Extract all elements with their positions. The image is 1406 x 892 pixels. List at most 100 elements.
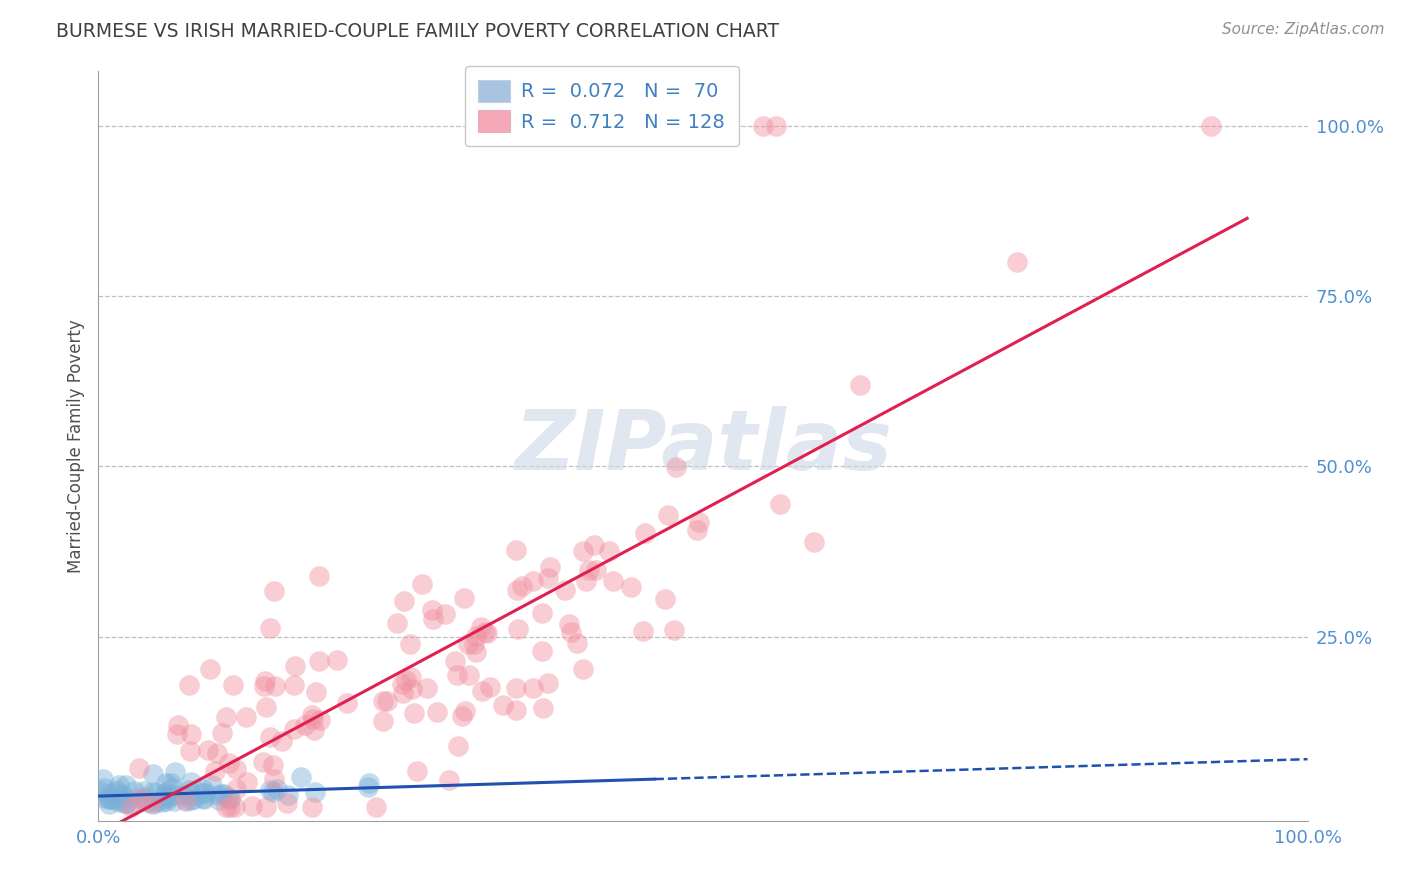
- Point: [215, 800, 238, 814]
- Point: [454, 704, 477, 718]
- Point: [444, 654, 467, 668]
- Point: [132, 789, 155, 804]
- Point: [522, 574, 544, 588]
- Point: [276, 796, 298, 810]
- Point: [302, 723, 325, 737]
- Point: [685, 523, 707, 537]
- Y-axis label: Married-Couple Family Poverty: Married-Couple Family Poverty: [66, 319, 84, 573]
- Point: [266, 781, 288, 796]
- Point: [162, 780, 184, 795]
- Point: [290, 770, 312, 784]
- Point: [371, 714, 394, 728]
- Point: [120, 800, 142, 814]
- Point: [457, 637, 479, 651]
- Point: [401, 681, 423, 696]
- Point: [373, 694, 395, 708]
- Point: [176, 794, 198, 808]
- Point: [155, 789, 177, 804]
- Point: [115, 791, 138, 805]
- Point: [131, 791, 153, 805]
- Point: [98, 791, 121, 805]
- Point: [585, 563, 607, 577]
- Point: [1007, 255, 1029, 269]
- Point: [259, 730, 281, 744]
- Point: [142, 766, 165, 780]
- Text: ZIPatlas: ZIPatlas: [515, 406, 891, 486]
- Point: [308, 569, 330, 583]
- Point: [364, 800, 387, 814]
- Point: [207, 789, 229, 803]
- Point: [422, 612, 444, 626]
- Point: [225, 763, 247, 777]
- Point: [218, 790, 240, 805]
- Point: [284, 659, 307, 673]
- Point: [447, 739, 470, 754]
- Point: [159, 776, 181, 790]
- Point: [492, 698, 515, 713]
- Point: [620, 580, 643, 594]
- Point: [336, 696, 359, 710]
- Point: [803, 535, 825, 549]
- Point: [506, 583, 529, 598]
- Point: [294, 717, 316, 731]
- Point: [93, 780, 115, 795]
- Point: [458, 668, 481, 682]
- Point: [665, 460, 688, 475]
- Point: [253, 679, 276, 693]
- Point: [118, 797, 141, 811]
- Point: [426, 705, 449, 719]
- Point: [142, 797, 165, 811]
- Point: [98, 788, 121, 802]
- Point: [688, 515, 710, 529]
- Point: [264, 679, 287, 693]
- Point: [219, 800, 242, 814]
- Point: [201, 778, 224, 792]
- Point: [180, 793, 202, 807]
- Point: [107, 793, 129, 807]
- Point: [505, 543, 527, 558]
- Point: [105, 783, 128, 797]
- Point: [538, 560, 561, 574]
- Point: [115, 796, 138, 810]
- Point: [211, 725, 233, 739]
- Point: [849, 377, 872, 392]
- Point: [252, 756, 274, 770]
- Point: [145, 786, 167, 800]
- Point: [179, 787, 201, 801]
- Point: [554, 583, 576, 598]
- Point: [218, 756, 240, 771]
- Point: [114, 797, 136, 811]
- Point: [283, 678, 305, 692]
- Point: [453, 591, 475, 605]
- Point: [225, 781, 247, 796]
- Legend: R =  0.072   N =  70, R =  0.712   N = 128: R = 0.072 N = 70, R = 0.712 N = 128: [465, 66, 738, 146]
- Point: [224, 800, 246, 814]
- Point: [270, 734, 292, 748]
- Point: [259, 621, 281, 635]
- Point: [654, 591, 676, 606]
- Point: [105, 785, 128, 799]
- Point: [155, 776, 177, 790]
- Point: [141, 796, 163, 810]
- Point: [537, 676, 560, 690]
- Point: [505, 681, 527, 696]
- Point: [387, 616, 409, 631]
- Point: [416, 681, 439, 695]
- Point: [326, 653, 349, 667]
- Point: [155, 785, 177, 799]
- Point: [437, 773, 460, 788]
- Point: [537, 571, 560, 585]
- Point: [98, 792, 121, 806]
- Point: [402, 706, 425, 721]
- Point: [163, 794, 186, 808]
- Point: [391, 677, 413, 691]
- Point: [765, 119, 787, 133]
- Text: BURMESE VS IRISH MARRIED-COUPLE FAMILY POVERTY CORRELATION CHART: BURMESE VS IRISH MARRIED-COUPLE FAMILY P…: [56, 22, 779, 41]
- Point: [235, 774, 257, 789]
- Point: [183, 792, 205, 806]
- Text: Source: ZipAtlas.com: Source: ZipAtlas.com: [1222, 22, 1385, 37]
- Point: [478, 680, 501, 694]
- Point: [235, 710, 257, 724]
- Point: [411, 577, 433, 591]
- Point: [103, 792, 125, 806]
